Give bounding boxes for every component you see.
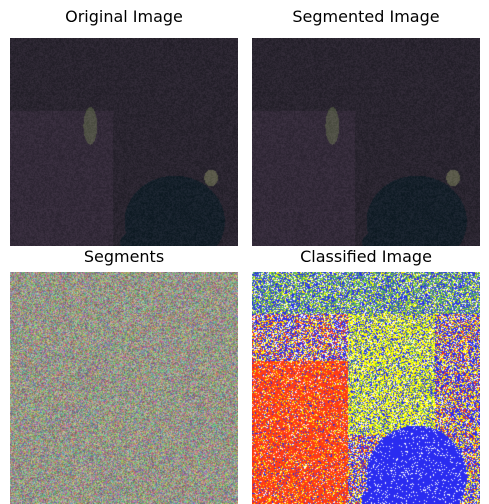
original-image	[10, 38, 238, 246]
panel-title: Segments	[83, 247, 165, 266]
panel-segments: Segments	[10, 246, 238, 504]
classified-image	[252, 272, 480, 504]
segments-image	[10, 272, 238, 504]
panel-original-image: Original Image	[10, 6, 238, 246]
panel-segmented-image: Segmented Image	[252, 6, 480, 246]
panel-title: Original Image	[65, 7, 183, 26]
panel-title: Segmented Image	[292, 7, 440, 26]
segmented-image	[252, 38, 480, 246]
panel-classified-image: Classified Image	[252, 246, 480, 504]
panel-title: Classified Image	[300, 247, 432, 266]
